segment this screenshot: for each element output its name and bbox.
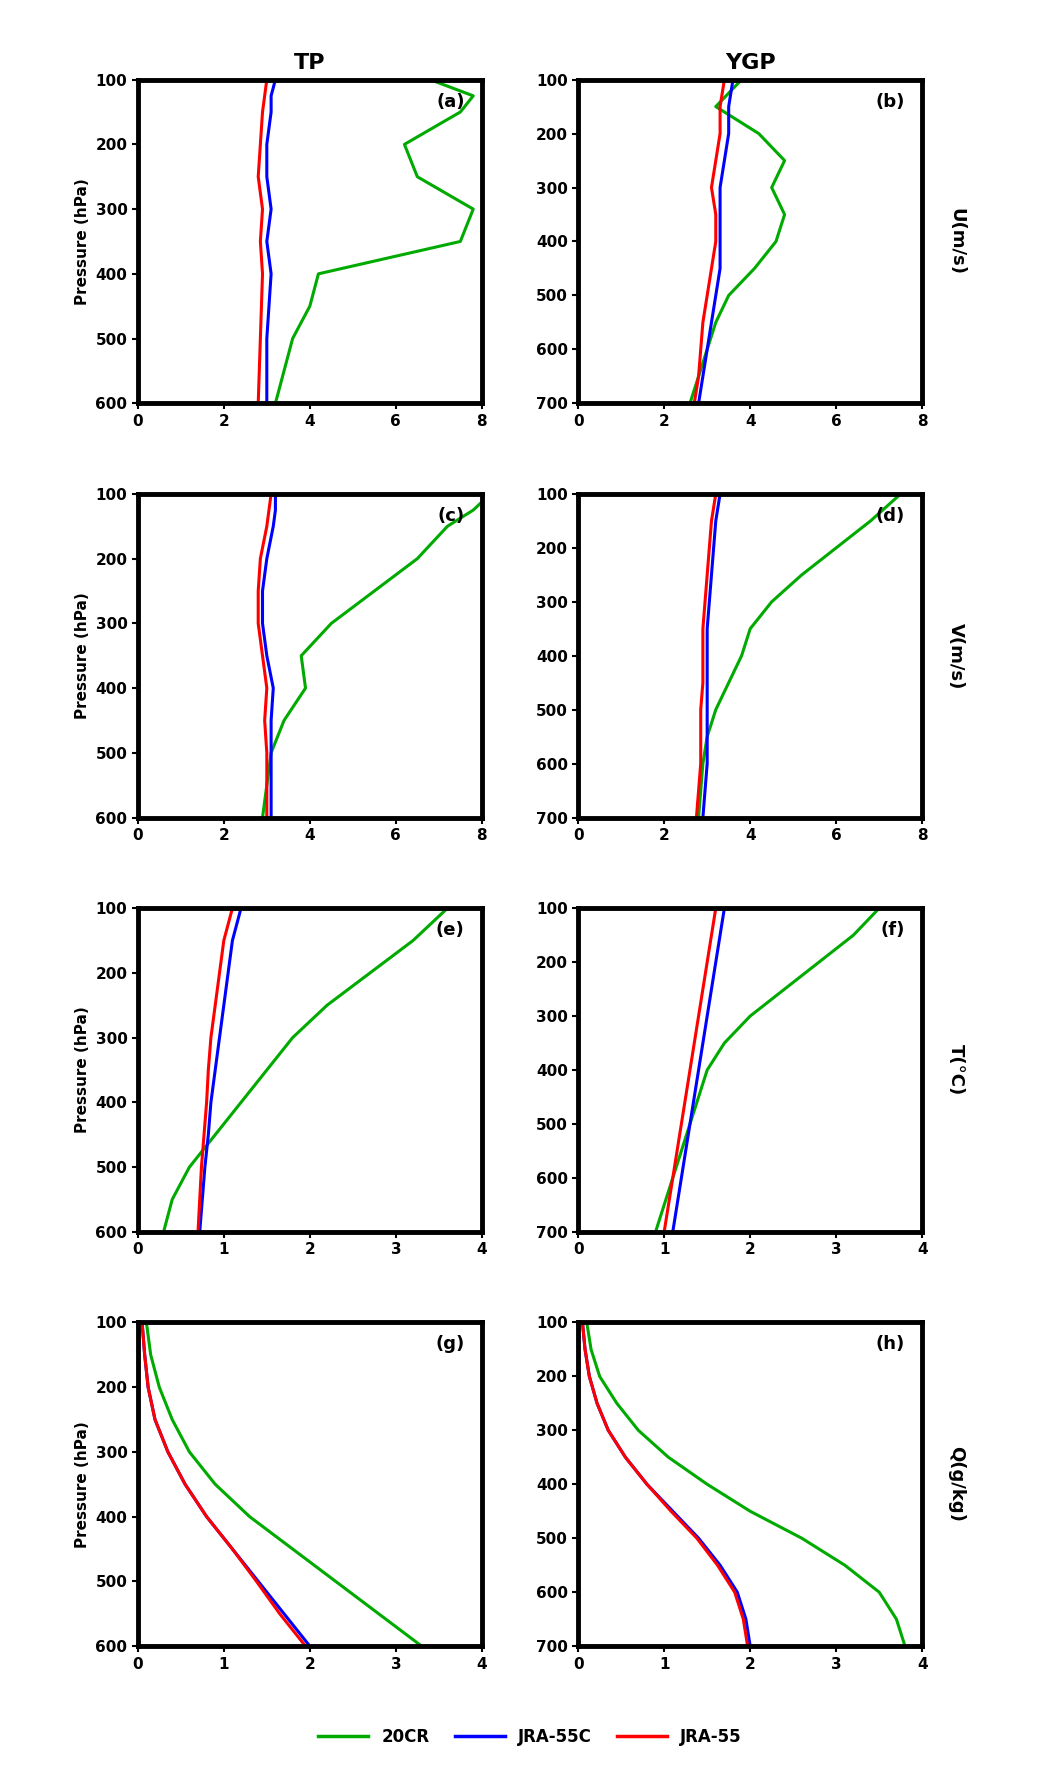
- Text: (b): (b): [876, 92, 905, 110]
- Text: (e): (e): [436, 920, 464, 940]
- Text: (g): (g): [436, 1335, 464, 1354]
- Y-axis label: Pressure (hPa): Pressure (hPa): [75, 1007, 90, 1133]
- Y-axis label: Pressure (hPa): Pressure (hPa): [75, 593, 90, 719]
- Y-axis label: T(°C): T(°C): [948, 1044, 966, 1096]
- Text: (f): (f): [881, 920, 905, 940]
- Text: (h): (h): [876, 1335, 905, 1354]
- Title: YGP: YGP: [725, 53, 776, 73]
- Y-axis label: U(m/s): U(m/s): [948, 207, 966, 274]
- Text: (d): (d): [876, 506, 905, 526]
- Y-axis label: Q(g/kg): Q(g/kg): [948, 1446, 966, 1522]
- Y-axis label: Pressure (hPa): Pressure (hPa): [75, 179, 90, 304]
- Legend: 20CR, JRA-55C, JRA-55: 20CR, JRA-55C, JRA-55: [312, 1722, 748, 1752]
- Y-axis label: V(m/s): V(m/s): [948, 623, 966, 689]
- Text: (a): (a): [436, 92, 464, 110]
- Text: (c): (c): [438, 506, 464, 526]
- Y-axis label: Pressure (hPa): Pressure (hPa): [75, 1421, 90, 1547]
- Title: TP: TP: [294, 53, 325, 73]
